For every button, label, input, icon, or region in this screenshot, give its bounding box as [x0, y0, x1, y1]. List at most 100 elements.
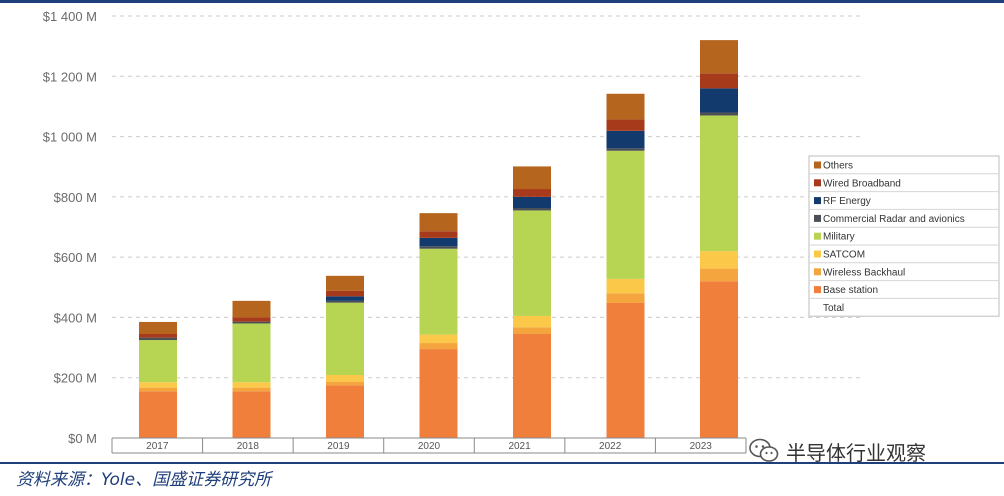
y-tick-label: $1 000 M — [43, 130, 97, 145]
bar-stack-2018 — [232, 300, 271, 438]
bar-segment — [513, 189, 551, 197]
legend-swatch — [814, 250, 821, 258]
x-tick-label: 2021 — [508, 441, 531, 452]
bar-segment — [606, 148, 645, 151]
legend-swatch — [814, 197, 821, 205]
bar-segment — [606, 293, 645, 303]
y-tick-label: $600 M — [54, 250, 97, 265]
bar-segment — [419, 334, 458, 344]
legend-label: Wired Broadband — [823, 178, 901, 189]
bar-segment — [513, 166, 551, 190]
bar-segment — [139, 382, 177, 388]
bar-segment — [513, 334, 551, 438]
watermark: 半导体行业观察 — [748, 436, 926, 466]
x-tick-label: 2023 — [690, 441, 713, 452]
bar-stack-2023 — [700, 40, 738, 438]
bar-segment — [326, 290, 364, 297]
legend-label: Wireless Backhaul — [823, 267, 905, 278]
bar-segment — [326, 375, 364, 382]
x-axis: 2017 2018 2019 2020 2021 2022 2023 — [111, 437, 747, 454]
bar-stack-2020 — [419, 213, 458, 438]
bar-segment — [606, 278, 645, 294]
bar-segment — [419, 349, 458, 438]
bar-segment — [513, 315, 551, 328]
bar-segment — [139, 334, 177, 338]
y-tick-label: $1 400 M — [43, 9, 97, 24]
bar-segment — [419, 248, 458, 335]
bar-segment — [232, 317, 271, 322]
bar-segment — [419, 237, 458, 247]
bar-segment — [232, 300, 271, 318]
legend-swatch — [814, 214, 821, 222]
x-tick-label: 2022 — [599, 441, 622, 452]
bar-segment — [139, 391, 177, 438]
x-tick-label: 2020 — [418, 441, 441, 452]
bar-segment — [700, 40, 738, 74]
bar-segment — [232, 323, 271, 383]
bar-segment — [513, 327, 551, 335]
bar-segment — [326, 275, 364, 291]
wechat-icon — [749, 438, 779, 462]
bar-segment — [419, 343, 458, 350]
bar-segment — [139, 337, 177, 341]
legend-label: Commercial Radar and avionics — [823, 214, 965, 225]
legend-label: Military — [823, 232, 855, 243]
legend-swatch — [814, 161, 821, 169]
bar-segment — [232, 387, 271, 392]
y-tick-label: $800 M — [54, 190, 97, 205]
legend-label: SATCOM — [823, 250, 865, 261]
bar-segment — [419, 213, 458, 232]
bar-segment — [606, 150, 645, 279]
top-rule — [0, 0, 1004, 3]
bar-segment — [139, 321, 177, 335]
bottom-rule — [0, 462, 1004, 464]
bar-segment — [700, 115, 738, 252]
bar-segment — [326, 302, 364, 376]
source-caption: 资料来源：Yole、国盛证券研究所 — [16, 470, 272, 490]
legend-frame — [808, 155, 1000, 317]
legend-swatch — [814, 232, 821, 240]
bar-segment — [700, 88, 738, 113]
y-tick-label: $400 M — [54, 310, 97, 325]
bar-segment — [606, 302, 645, 438]
y-tick-label: $1 200 M — [43, 69, 97, 84]
bar-segment — [232, 382, 271, 388]
legend-label: Total — [823, 303, 844, 314]
bar-segment — [326, 300, 364, 303]
bar-stack-2019 — [326, 275, 364, 438]
bar-segment — [513, 210, 551, 316]
bar-segment — [326, 296, 364, 301]
bar-segment — [232, 321, 271, 324]
y-tick-label: $200 M — [54, 371, 97, 386]
bar-segment — [513, 196, 551, 209]
bar-segment — [326, 385, 364, 438]
x-tick-label: 2019 — [327, 441, 350, 452]
legend-label: Others — [823, 161, 853, 172]
bar-stack-2017 — [139, 321, 177, 438]
bar-stack-2021 — [513, 166, 551, 438]
stacked-bar-chart: $0 M $200 M $400 M $600 M $800 M $1 000 M $1 2… — [43, 9, 1000, 454]
legend-swatch — [814, 286, 821, 294]
bar-segment — [326, 381, 364, 386]
bar-segment — [606, 130, 645, 149]
bar-segment — [700, 251, 738, 269]
bar-segment — [139, 340, 177, 383]
bar-segment — [513, 208, 551, 211]
bar-segment — [232, 391, 271, 438]
bar-segment — [606, 119, 645, 131]
x-tick-label: 2018 — [237, 441, 260, 452]
watermark-text: 半导体行业观察 — [786, 440, 926, 465]
bar-segment — [139, 387, 177, 392]
legend-label: Base station — [823, 285, 878, 296]
bar-segment — [419, 231, 458, 238]
legend-swatch — [814, 179, 821, 187]
legend-swatch — [814, 268, 821, 276]
y-tick-label: $0 M — [68, 431, 97, 446]
legend-label: RF Energy — [823, 196, 871, 207]
bar-segment — [606, 93, 645, 120]
bar-segment — [700, 268, 738, 282]
x-tick-label: 2017 — [146, 441, 169, 452]
bar-stack-2022 — [606, 93, 645, 438]
legend: Others Wired Broadband RF Energy Commercial… — [808, 155, 1000, 317]
bar-segment — [700, 112, 738, 116]
